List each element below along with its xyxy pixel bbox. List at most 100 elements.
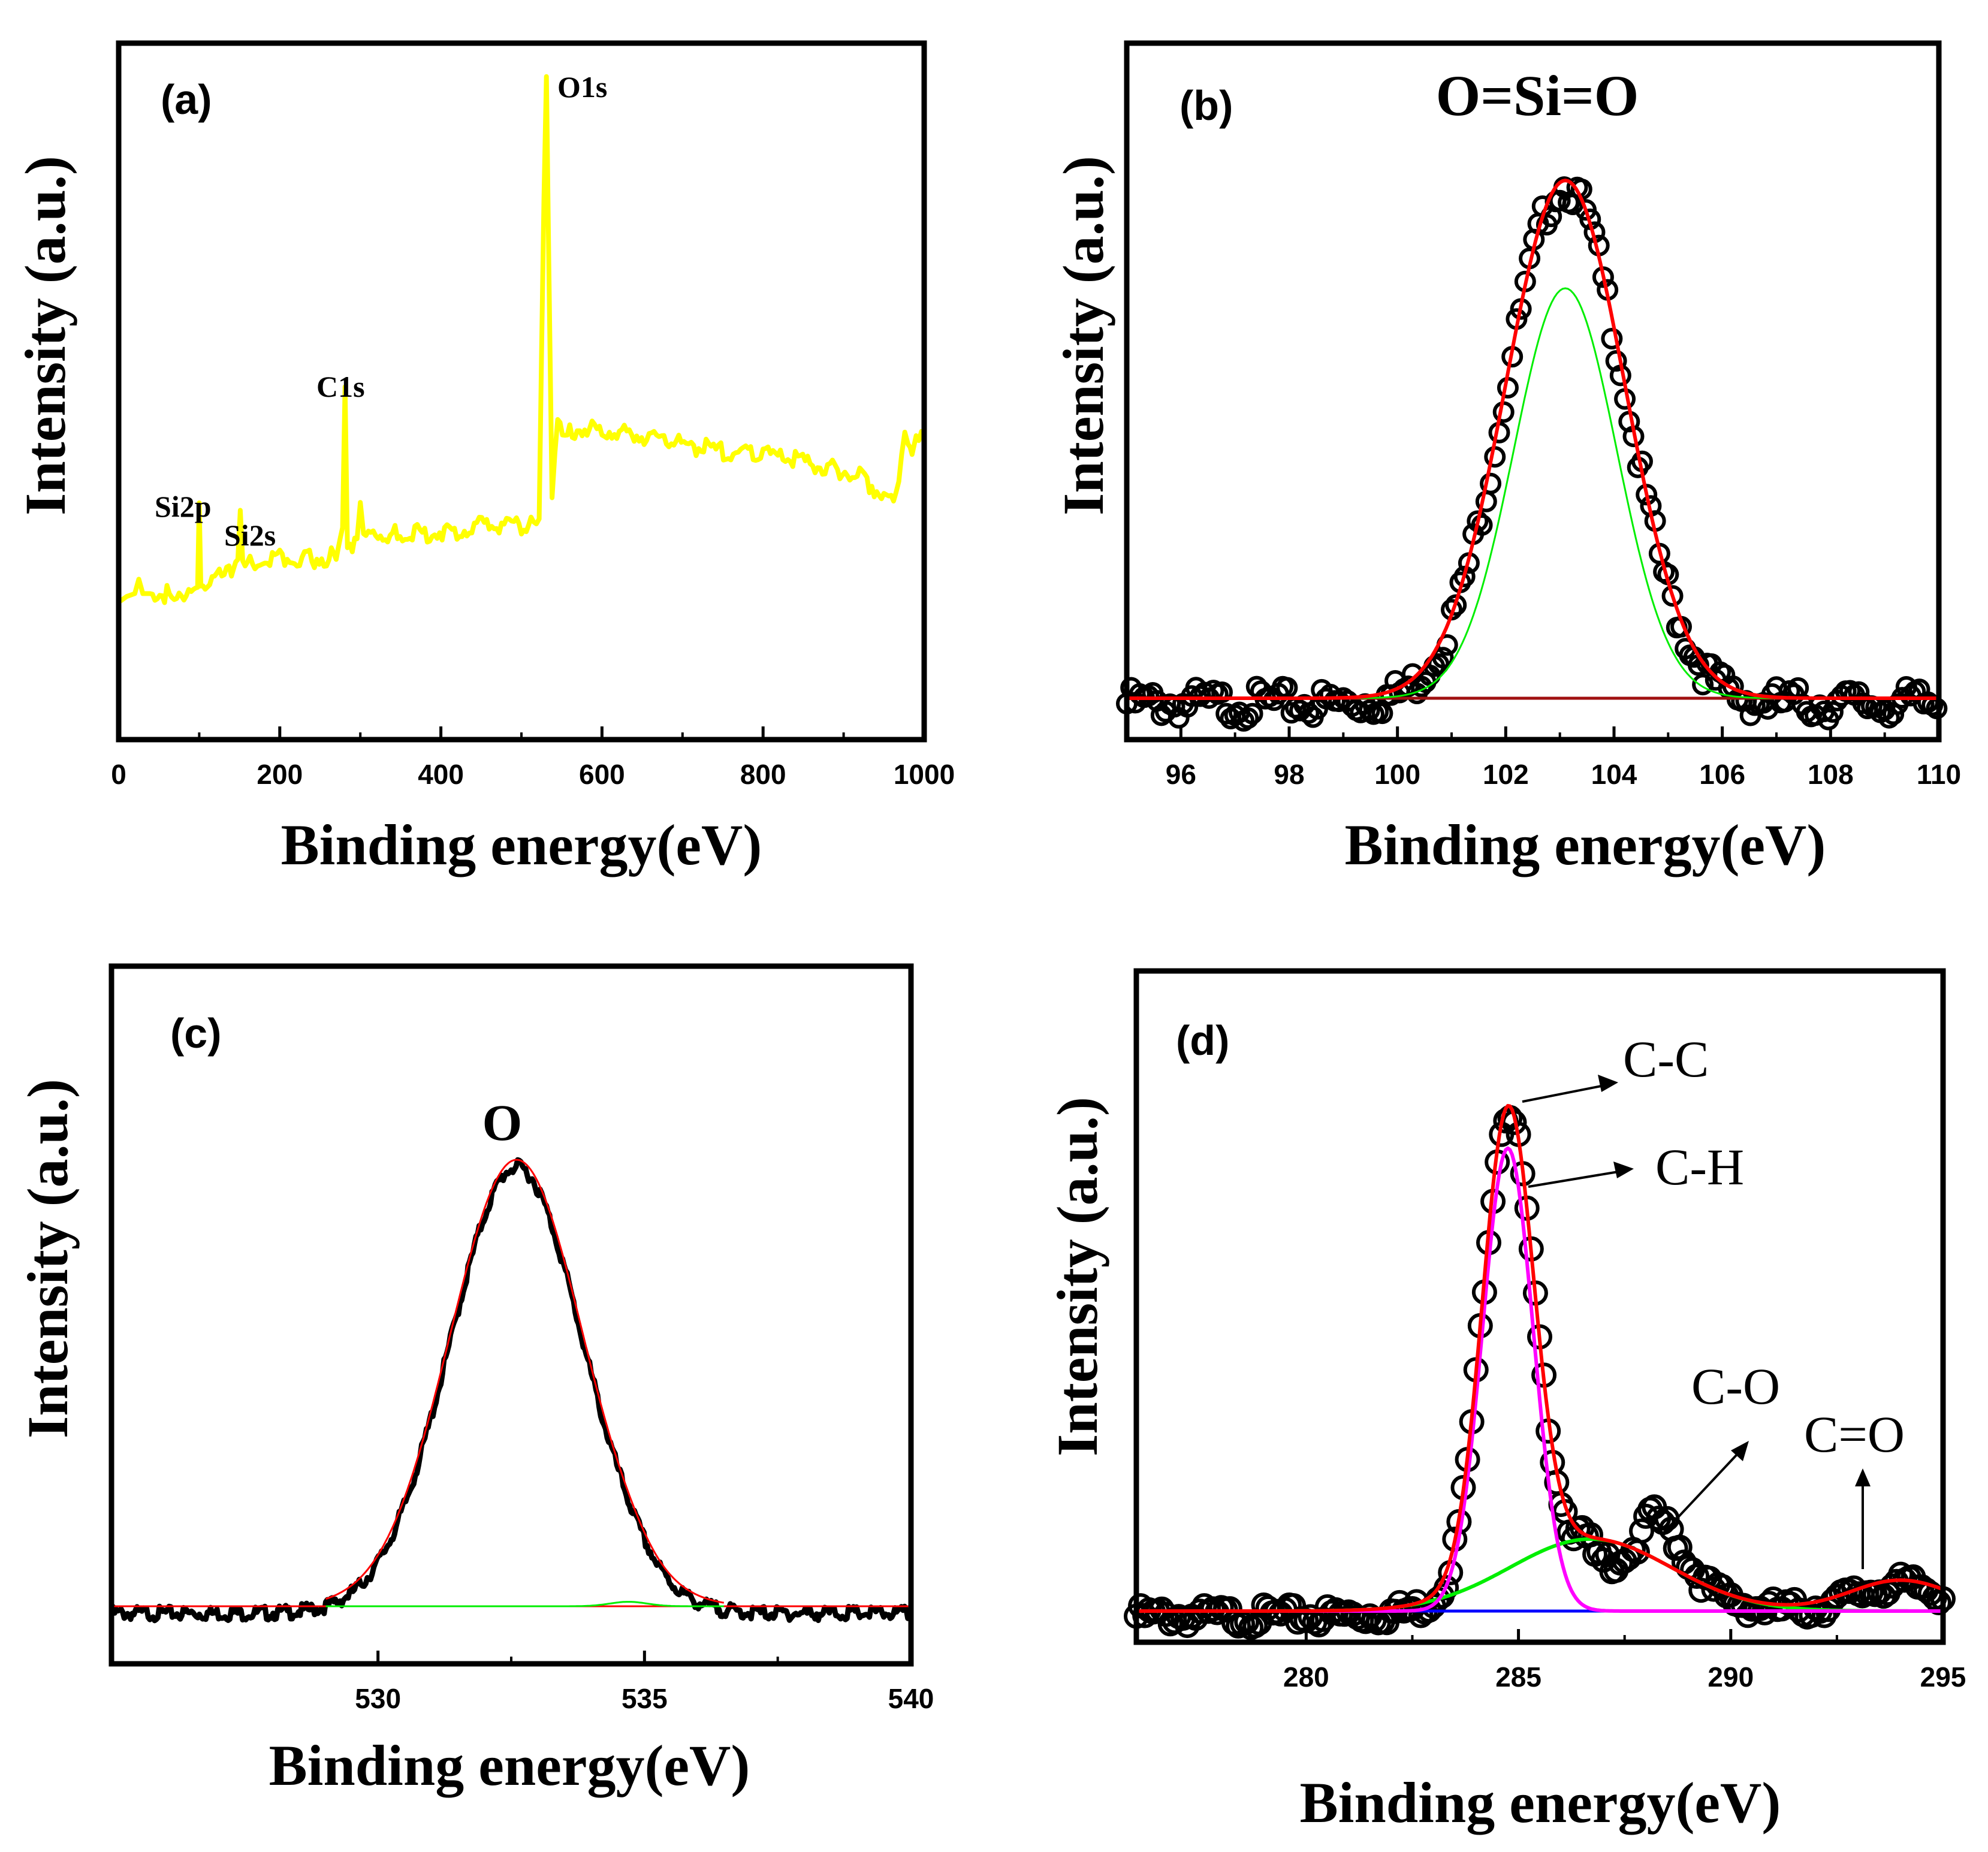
panel-d-arrow-c-o: [1662, 1444, 1746, 1534]
panel-c-y-axis-label: Intensity (a.u.): [16, 1079, 80, 1438]
panel-d-plot-area: [1124, 1103, 1956, 1640]
panel-b-tick-label: 108: [1808, 759, 1854, 790]
panel-b-tick-label: 104: [1591, 759, 1637, 790]
panel-c-label: (c): [170, 1010, 222, 1057]
panel-a-survey-line: [117, 74, 927, 605]
panel-d-arrowhead-c-h: [1613, 1162, 1634, 1178]
panel-b-data-point: [1549, 189, 1571, 212]
panel-d-arrowhead-c-eq-o: [1855, 1468, 1871, 1486]
panel-c-plot-area: [108, 1157, 913, 1624]
panel-c-minor-component: [325, 1601, 724, 1607]
panel-b-tick-label: 96: [1166, 759, 1196, 790]
panel-c-tick-label: 540: [888, 1683, 934, 1714]
panel-c-frame: [108, 963, 914, 1667]
panel-b-y-axis-label: Intensity (a.u.): [1051, 156, 1115, 515]
panel-d: 280 285 290 295 (d) C-C C-H C-O C=O Binding…: [1045, 968, 1966, 1835]
panel-d-x-ticks: 280 285 290 295: [1283, 1629, 1966, 1693]
panel-c-tick-label: 535: [622, 1683, 668, 1714]
panel-c: 530 535 540 (c) O Binding energy(eV) Inten…: [16, 963, 934, 1797]
panel-c-peak-title: O: [482, 1094, 523, 1151]
panel-d-data-point: [1200, 1596, 1226, 1622]
panel-b-data-point: [1241, 702, 1263, 725]
panel-b-data-point: [1432, 647, 1454, 669]
panel-d-label: (d): [1176, 1017, 1229, 1064]
panel-a-tick-label: 800: [740, 759, 786, 790]
panel-d-data-point: [1242, 1613, 1268, 1639]
panel-a-tick-label: 1000: [894, 759, 955, 790]
panel-b-data-point: [1211, 681, 1233, 703]
panel-d-arrow-c-c: [1522, 1082, 1614, 1103]
panel-d-data-point: [1667, 1534, 1693, 1560]
panel-a-label: (a): [161, 76, 212, 123]
panel-a-y-axis-label: Intensity (a.u.): [13, 156, 77, 515]
panel-d-c-h-component: [1136, 1146, 1941, 1613]
panel-c-tick-label: 530: [355, 1683, 401, 1714]
panel-d-arrowhead-c-c: [1598, 1075, 1618, 1092]
panel-d-arrow-c-h: [1528, 1169, 1630, 1188]
panel-d-tick-label: 290: [1708, 1661, 1754, 1693]
panel-b-data-point: [1601, 327, 1623, 349]
panel-b: 96 98 100 102 104 106 108 110 (b) O=Si=O Bindin…: [1051, 40, 1961, 877]
panel-b-data-point: [1492, 401, 1515, 423]
panel-b-frame: [1124, 40, 1942, 743]
panel-a-x-ticks: 0 200 400 600 800 1000: [111, 726, 955, 790]
panel-b-data-point: [1471, 514, 1493, 536]
panel-b-plot-area: [1116, 176, 1948, 732]
panel-b-x-ticks: 96 98 100 102 104 106 108 110: [1166, 726, 1961, 790]
panel-b-data-point: [1445, 594, 1467, 616]
panel-b-data-point: [1692, 674, 1714, 696]
panel-b-data-point: [1605, 350, 1627, 372]
panel-a-peak-label-si2s: Si2s: [224, 518, 276, 552]
panel-a-tick-label: 0: [111, 759, 126, 790]
panel-d-data-point: [1434, 1575, 1459, 1601]
panel-d-data-point: [1281, 1593, 1307, 1619]
panel-b-label: (b): [1179, 82, 1233, 129]
panel-a-plot-area: [117, 74, 927, 605]
panel-a-x-axis-label: Binding energy(eV): [281, 813, 762, 877]
panel-b-data-point: [1328, 690, 1350, 713]
panel-d-tick-label: 285: [1495, 1661, 1541, 1693]
panel-a-tick-label: 600: [579, 759, 625, 790]
panel-d-annotation-c-c: C-C: [1623, 1030, 1709, 1088]
panel-b-x-axis-label: Binding energy(eV): [1345, 813, 1826, 877]
panel-d-annotation-c-o: C-O: [1691, 1358, 1780, 1415]
panel-d-annotation-c-eq-o: C=O: [1804, 1405, 1905, 1463]
panel-d-envelope-curve: [1136, 1103, 1942, 1613]
panel-b-data-point: [1358, 699, 1380, 722]
panel-d-data-point: [1629, 1518, 1655, 1544]
panel-b-peak-title: O=Si=O: [1436, 64, 1639, 128]
panel-c-fit-curve: [325, 1159, 725, 1604]
panel-a-tick-label: 400: [418, 759, 464, 790]
panel-b-raw-data-points: [1116, 176, 1948, 732]
panel-b-envelope-curve: [1127, 179, 1939, 700]
panel-b-tick-label: 102: [1483, 759, 1529, 790]
panel-a-tick-label: 200: [257, 759, 303, 790]
panel-b-tick-label: 100: [1374, 759, 1420, 790]
panel-a-peak-label-o1s: O1s: [557, 70, 607, 104]
panel-c-x-axis-label: Binding energy(eV): [269, 1733, 750, 1797]
panel-d-data-point: [1926, 1589, 1951, 1615]
panel-d-arrowhead-c-o: [1731, 1441, 1749, 1461]
panel-b-data-point: [1453, 565, 1476, 587]
panel-a-frame: [116, 40, 927, 743]
panel-b-data-point: [1848, 681, 1870, 703]
panel-d-annotation-c-h: C-H: [1655, 1138, 1744, 1196]
panel-b-data-point: [1661, 585, 1684, 607]
panel-b-data-point: [1821, 701, 1844, 723]
panel-b-data-point: [1480, 472, 1502, 494]
panel-b-data-point: [1237, 707, 1259, 729]
panel-b-tick-label: 106: [1699, 759, 1745, 790]
panel-b-data-point: [1215, 702, 1238, 725]
panel-d-raw-data-points: [1124, 1105, 1956, 1640]
panel-b-tick-label: 110: [1917, 759, 1961, 790]
panel-b-component-curve: [1127, 287, 1939, 699]
panel-d-frame: [1133, 968, 1946, 1645]
panel-a: 0 200 400 600 800 1000 (a) O1s C1s Si2p Si2s …: [13, 40, 955, 877]
panel-d-y-axis-label: Intensity (a.u.): [1045, 1097, 1109, 1456]
panel-d-x-axis-label: Binding energy(eV): [1300, 1770, 1781, 1835]
panel-c-x-ticks: 530 535 540: [355, 1651, 934, 1714]
panel-d-tick-label: 295: [1920, 1661, 1966, 1693]
panel-d-tick-label: 280: [1283, 1661, 1329, 1693]
panel-b-tick-label: 98: [1274, 759, 1304, 790]
